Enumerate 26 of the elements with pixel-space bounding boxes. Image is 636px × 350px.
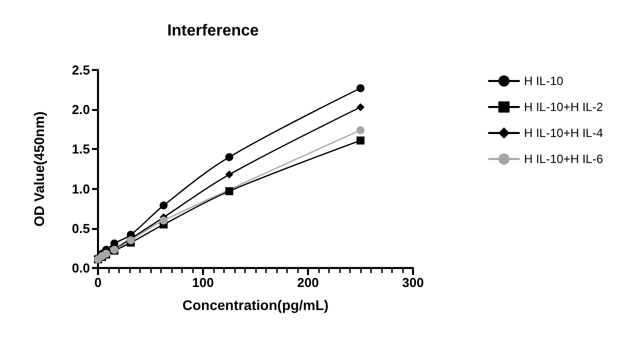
- x-tick-label: 100: [192, 275, 214, 290]
- y-tick-label: 0.0: [72, 260, 90, 276]
- point: [356, 136, 364, 144]
- point: [356, 84, 364, 92]
- legend-label: H IL-10+H IL-2: [524, 100, 604, 114]
- y-tick-label: 1.5: [72, 142, 90, 157]
- legend-label: H IL-10+H IL-6: [524, 152, 604, 166]
- point: [356, 126, 364, 134]
- x-axis-title: Concentration(pg/mL): [182, 297, 329, 313]
- point: [225, 170, 234, 179]
- x-tick-label: 0: [94, 275, 102, 290]
- y-tick-label: 2.0: [72, 102, 90, 118]
- legend-label: H IL-10+H IL-4: [524, 126, 604, 140]
- y-axis-title: OD Value(450nm): [31, 111, 47, 227]
- point: [356, 103, 364, 112]
- point: [225, 153, 234, 162]
- y-tick-label: 0.5: [72, 220, 90, 236]
- y-tick-label: 2.5: [72, 62, 90, 78]
- x-tick-label: 200: [297, 275, 319, 290]
- chart-title: Interference: [167, 22, 259, 40]
- legend-label: H IL-10: [524, 74, 564, 88]
- x-tick-label: 300: [402, 275, 424, 290]
- y-tick-label: 1.0: [72, 181, 90, 196]
- point: [160, 216, 168, 224]
- point: [225, 187, 234, 196]
- point: [160, 201, 168, 210]
